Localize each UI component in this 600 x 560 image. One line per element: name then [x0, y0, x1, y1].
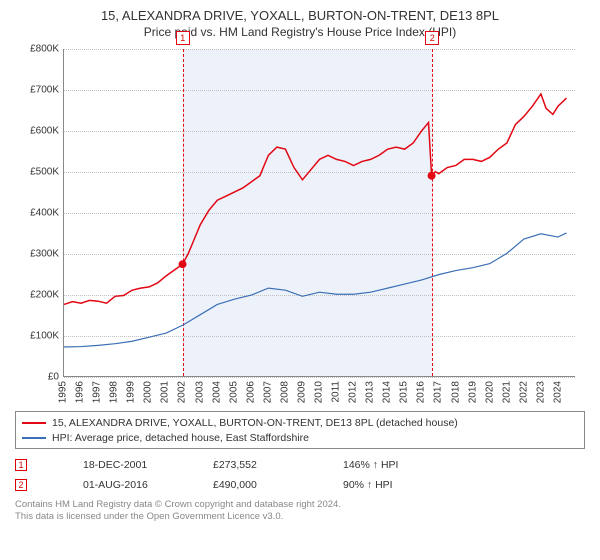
gridline: [64, 377, 575, 378]
sale-point: [179, 260, 187, 268]
x-axis-label: 2014: [382, 381, 393, 403]
attribution-footer: Contains HM Land Registry data © Crown c…: [15, 499, 585, 524]
x-axis-label: 2021: [501, 381, 512, 403]
x-axis-label: 1999: [126, 381, 137, 403]
x-axis-label: 2006: [245, 381, 256, 403]
sale-row: 1 18-DEC-2001 £273,552 146% ↑ HPI: [15, 455, 585, 475]
sale-point: [428, 172, 436, 180]
sale-number-box: 1: [15, 459, 27, 471]
x-axis-label: 1996: [75, 381, 86, 403]
x-axis-label: 2010: [314, 381, 325, 403]
page-title: 15, ALEXANDRA DRIVE, YOXALL, BURTON-ON-T…: [10, 8, 590, 23]
x-axis-label: 2016: [416, 381, 427, 403]
y-axis-label: £400K: [19, 208, 59, 219]
footer-line1: Contains HM Land Registry data © Crown c…: [15, 499, 585, 511]
y-axis-label: £200K: [19, 290, 59, 301]
sale-row: 2 01-AUG-2016 £490,000 90% ↑ HPI: [15, 475, 585, 495]
x-axis-label: 2017: [433, 381, 444, 403]
sale-delta: 146% ↑ HPI: [343, 459, 433, 471]
x-axis-label: 1997: [92, 381, 103, 403]
x-axis-label: 2023: [535, 381, 546, 403]
series-address: [64, 94, 566, 305]
x-axis-label: 1998: [109, 381, 120, 403]
sale-price: £490,000: [213, 479, 303, 491]
sale-marker: 2: [425, 31, 439, 45]
y-axis-label: £0: [19, 372, 59, 383]
legend-row: 15, ALEXANDRA DRIVE, YOXALL, BURTON-ON-T…: [22, 415, 578, 430]
x-axis-label: 2005: [228, 381, 239, 403]
sales-table: 1 18-DEC-2001 £273,552 146% ↑ HPI 2 01-AUG-20…: [15, 455, 585, 495]
legend-label: 15, ALEXANDRA DRIVE, YOXALL, BURTON-ON-T…: [52, 417, 458, 429]
x-axis-label: 2011: [331, 381, 342, 403]
legend-label: HPI: Average price, detached house, East…: [52, 432, 309, 444]
x-axis-label: 2000: [143, 381, 154, 403]
y-axis-label: £700K: [19, 85, 59, 96]
x-axis-label: 2003: [194, 381, 205, 403]
sale-delta: 90% ↑ HPI: [343, 479, 433, 491]
y-axis-label: £800K: [19, 44, 59, 55]
x-axis-label: 2015: [399, 381, 410, 403]
sale-number-box: 2: [15, 479, 27, 491]
x-axis-label: 2002: [177, 381, 188, 403]
plot-area: 12: [63, 49, 575, 377]
y-axis-label: £100K: [19, 331, 59, 342]
legend-swatch: [22, 437, 46, 439]
x-axis-label: 1995: [58, 381, 69, 403]
y-axis-label: £300K: [19, 249, 59, 260]
x-axis-label: 2019: [467, 381, 478, 403]
x-axis-label: 2009: [296, 381, 307, 403]
x-axis-label: 2024: [552, 381, 563, 403]
y-axis-label: £500K: [19, 167, 59, 178]
series-hpi: [64, 233, 566, 347]
x-axis-label: 2012: [348, 381, 359, 403]
x-axis-label: 2004: [211, 381, 222, 403]
x-axis-label: 2018: [450, 381, 461, 403]
sale-marker: 1: [176, 31, 190, 45]
legend: 15, ALEXANDRA DRIVE, YOXALL, BURTON-ON-T…: [15, 411, 585, 449]
x-axis-label: 2020: [484, 381, 495, 403]
price-chart: 12 £0 £100K £200K £300K £400K £500K £600K £700K…: [15, 45, 585, 407]
sale-date: 18-DEC-2001: [83, 459, 173, 471]
page-subtitle: Price paid vs. HM Land Registry's House …: [10, 25, 590, 39]
x-axis-label: 2007: [262, 381, 273, 403]
x-axis-label: 2001: [160, 381, 171, 403]
legend-row: HPI: Average price, detached house, East…: [22, 430, 578, 445]
sale-date: 01-AUG-2016: [83, 479, 173, 491]
x-axis-label: 2013: [365, 381, 376, 403]
y-axis-label: £600K: [19, 126, 59, 137]
chart-lines: [64, 49, 575, 376]
x-axis-label: 2022: [518, 381, 529, 403]
footer-line2: This data is licensed under the Open Gov…: [15, 511, 585, 523]
sale-price: £273,552: [213, 459, 303, 471]
legend-swatch: [22, 422, 46, 424]
x-axis-label: 2008: [279, 381, 290, 403]
